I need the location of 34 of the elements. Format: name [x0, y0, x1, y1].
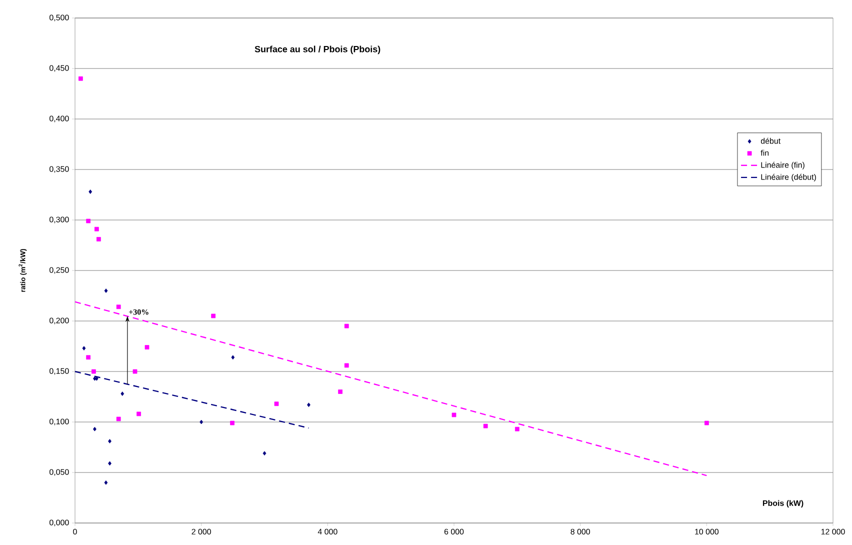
point [120, 392, 124, 396]
point [94, 226, 99, 232]
point [274, 402, 279, 406]
point [86, 218, 91, 224]
point [230, 420, 234, 426]
point [86, 355, 91, 360]
point [200, 420, 204, 424]
point [452, 412, 456, 418]
point [116, 416, 121, 422]
point [211, 314, 216, 318]
point [93, 426, 96, 432]
point [82, 346, 86, 350]
point [231, 355, 235, 360]
point [88, 190, 92, 194]
point [96, 236, 101, 242]
point [92, 369, 96, 374]
point [344, 363, 349, 368]
point [344, 324, 349, 328]
point [78, 76, 83, 81]
point [136, 412, 141, 416]
point [104, 480, 108, 485]
point [108, 438, 112, 444]
point [262, 451, 266, 456]
point [514, 426, 520, 432]
point [144, 345, 150, 350]
point [338, 390, 342, 394]
point [116, 304, 121, 310]
text: Surface au sol / Pbois (Pbois) [254, 46, 380, 54]
point [104, 288, 108, 293]
point [108, 461, 112, 466]
point [483, 424, 488, 428]
point [132, 369, 138, 374]
point [704, 420, 709, 426]
point [307, 402, 310, 408]
